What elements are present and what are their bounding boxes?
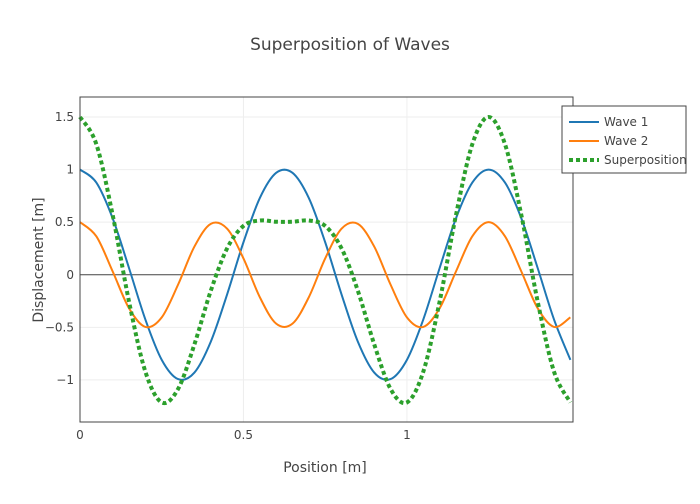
legend[interactable]: Wave 1 Wave 2 Superposition [561,105,687,174]
grid [80,97,573,422]
y-tick-label: −1 [56,373,74,387]
series-line-wave-2 [79,221,571,329]
legend-item-label[interactable]: Wave 2 [604,134,648,148]
plot-border [79,96,574,423]
legend-item-label[interactable]: Superposition [604,153,687,167]
x-axis-label: Position [m] [283,460,367,476]
series-line-superposition [78,114,573,406]
legend-item-label[interactable]: Wave 1 [604,115,648,129]
y-tick-label: 0 [66,268,74,282]
x-tick-label: 0 [76,428,84,442]
legend-box [561,105,687,174]
series-line-wave-1 [79,168,572,381]
y-tick-label: 1.5 [55,110,74,124]
x-tick-label: 0.5 [234,428,253,442]
y-tick-label: −0.5 [45,320,74,334]
series-lines [78,114,573,406]
ticks: 0 0.5 1 1.5 1 0.5 0 −0.5 −1 [45,110,411,442]
y-tick-label: 0.5 [55,215,74,229]
x-tick-label: 1 [403,428,411,442]
chart-title: Superposition of Waves [250,35,450,55]
y-axis-label: Displacement [m] [31,197,47,322]
y-tick-label: 1 [66,163,74,177]
